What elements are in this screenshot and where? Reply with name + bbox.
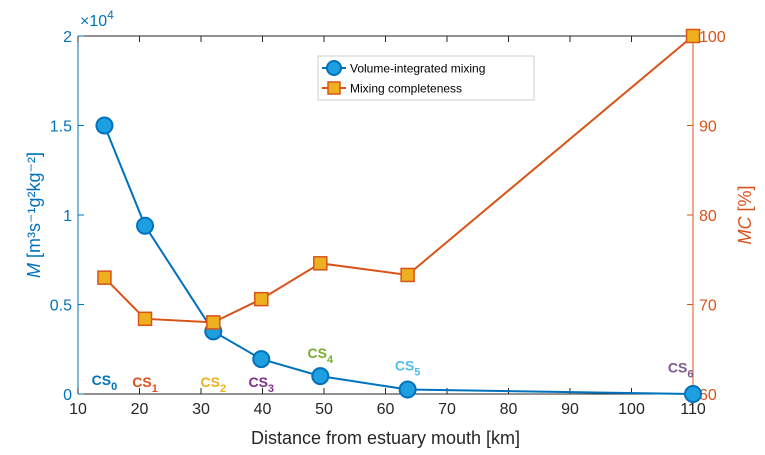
data-point	[398, 380, 417, 399]
x-tick-label: 80	[500, 401, 518, 418]
data-point	[400, 267, 415, 283]
data-point	[311, 367, 330, 386]
y-left-tick-label: 2	[63, 29, 72, 46]
y-right-axis-title: MC [%]	[735, 185, 755, 244]
x-tick-label: 10	[69, 401, 87, 418]
legend-box	[317, 55, 535, 101]
y-left-tick-label: 0.5	[50, 298, 72, 315]
data-point	[313, 256, 328, 271]
series-0	[95, 116, 702, 403]
x-tick-label: 90	[561, 401, 579, 418]
cross-section-label: CS3	[248, 374, 274, 395]
cross-section-labels: CS0 CS1 CS2 CS3 CS4 CS5 CS6	[92, 345, 694, 395]
data-point	[685, 28, 701, 44]
data-point	[97, 270, 112, 285]
data-point	[254, 291, 269, 307]
x-tick-label: 70	[438, 401, 456, 418]
axes: 10 20 30 40 50 60 70 80 90 100 110 0 0.5 1 1.5 2 60 70 80 9…	[24, 8, 755, 448]
x-tick-label: 30	[192, 401, 210, 418]
legend-label: Volume-integrated mixing	[350, 62, 485, 76]
cross-section-label: CS2	[201, 374, 227, 395]
y-right-tick-label: 70	[699, 298, 717, 315]
x-tick-label: 100	[618, 401, 645, 418]
y-left-tick-label: 0	[63, 387, 72, 404]
data-point	[684, 385, 702, 403]
cross-section-label: CS1	[132, 374, 158, 395]
y-left-axis-title: M [m³s⁻¹g²kg⁻²]	[24, 152, 44, 278]
legend-entry: Volume-integrated mixing	[322, 60, 485, 76]
y-left-tick-label: 1.5	[50, 119, 72, 136]
data-point	[137, 311, 153, 327]
x-tick-label: 50	[315, 401, 333, 418]
y-right-tick-label: 60	[699, 387, 717, 404]
y-left-exponent-label: ×104	[80, 8, 114, 30]
legend-marker	[326, 60, 342, 76]
data-point	[206, 315, 221, 330]
legend-entry: Mixing completeness	[322, 81, 462, 96]
data-point	[136, 216, 155, 235]
x-tick-label: 60	[377, 401, 395, 418]
series-1	[97, 28, 701, 330]
y-right-tick-label: 90	[699, 119, 717, 136]
cross-section-label: CS0	[92, 372, 118, 393]
data-point	[95, 116, 114, 135]
y-right-tick-label: 80	[699, 208, 717, 225]
legend-marker	[327, 81, 341, 95]
x-axis-title: Distance from estuary mouth [km]	[251, 428, 520, 448]
y-left-tick-label: 1	[63, 208, 72, 225]
x-tick-label: 20	[131, 401, 149, 418]
legend: Volume-integrated mixing Mixing completen…	[317, 55, 535, 101]
cross-section-label: CS6	[668, 360, 694, 381]
x-tick-label: 40	[254, 401, 272, 418]
cross-section-label: CS5	[395, 358, 421, 379]
cross-section-label: CS4	[308, 345, 334, 366]
x-tick-label: 110	[680, 401, 706, 418]
legend-label: Mixing completeness	[350, 82, 462, 96]
series-line	[103, 125, 694, 395]
data-point	[252, 350, 271, 369]
y-right-tick-label: 100	[699, 29, 726, 46]
series-layer	[95, 28, 702, 403]
